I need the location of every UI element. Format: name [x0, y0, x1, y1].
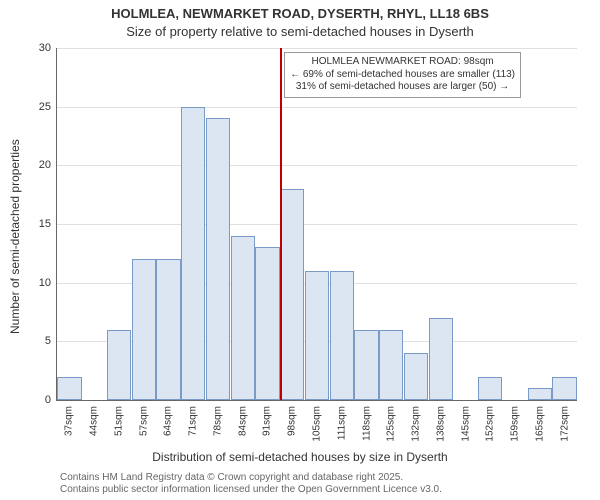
y-tick-label: 10	[39, 277, 51, 289]
bar	[404, 353, 428, 400]
reference-line	[280, 48, 282, 400]
x-tick-label: 98sqm	[287, 406, 298, 436]
annotation-line1: HOLMLEA NEWMARKET ROAD: 98sqm	[290, 56, 515, 69]
x-tick-label: 145sqm	[460, 406, 471, 442]
bar	[255, 247, 279, 400]
footer-line1: Contains HM Land Registry data © Crown c…	[60, 472, 442, 484]
bar	[552, 377, 576, 400]
x-tick-label: 37sqm	[64, 406, 75, 436]
x-axis-label: Distribution of semi-detached houses by …	[0, 450, 600, 464]
x-tick-label: 152sqm	[485, 406, 496, 442]
y-tick-label: 20	[39, 159, 51, 171]
bar	[156, 259, 180, 400]
bar	[330, 271, 354, 400]
x-tick-label: 138sqm	[435, 406, 446, 442]
x-tick-label: 105sqm	[312, 406, 323, 442]
gridline	[57, 107, 577, 108]
bar	[132, 259, 156, 400]
footer-attribution: Contains HM Land Registry data © Crown c…	[60, 472, 442, 496]
y-axis-label: Number of semi-detached properties	[8, 139, 22, 334]
x-tick-label: 84sqm	[237, 406, 248, 436]
gridline	[57, 224, 577, 225]
annotation-line2: ← 69% of semi-detached houses are smalle…	[290, 69, 515, 82]
annotation-line3: 31% of semi-detached houses are larger (…	[290, 81, 515, 94]
y-tick-label: 15	[39, 218, 51, 230]
bar	[206, 118, 230, 400]
bar	[354, 330, 378, 400]
bar	[181, 107, 205, 400]
y-tick-label: 25	[39, 101, 51, 113]
y-tick-label: 5	[45, 335, 51, 347]
bar	[280, 189, 304, 400]
x-tick-label: 172sqm	[559, 406, 570, 442]
bar	[429, 318, 453, 400]
y-tick-label: 30	[39, 42, 51, 54]
bar	[107, 330, 131, 400]
gridline	[57, 165, 577, 166]
y-tick-label: 0	[45, 394, 51, 406]
bar	[305, 271, 329, 400]
x-tick-label: 111sqm	[336, 406, 347, 440]
bar	[379, 330, 403, 400]
x-tick-label: 125sqm	[386, 406, 397, 442]
x-tick-label: 91sqm	[262, 406, 273, 436]
x-tick-label: 165sqm	[534, 406, 545, 442]
x-tick-label: 159sqm	[510, 406, 521, 442]
annotation-box: HOLMLEA NEWMARKET ROAD: 98sqm← 69% of se…	[284, 52, 521, 98]
x-tick-label: 78sqm	[212, 406, 223, 436]
x-tick-label: 64sqm	[163, 406, 174, 436]
x-tick-label: 71sqm	[188, 406, 199, 436]
bar	[528, 388, 552, 400]
bar	[231, 236, 255, 400]
bar	[57, 377, 81, 400]
chart-title-line1: HOLMLEA, NEWMARKET ROAD, DYSERTH, RHYL, …	[0, 6, 600, 21]
x-tick-label: 51sqm	[113, 406, 124, 436]
bar	[478, 377, 502, 400]
footer-line2: Contains public sector information licen…	[60, 484, 442, 496]
x-tick-label: 118sqm	[361, 406, 372, 441]
gridline	[57, 48, 577, 49]
x-tick-label: 44sqm	[89, 406, 100, 436]
plot-area: 05101520253037sqm44sqm51sqm57sqm64sqm71s…	[56, 48, 577, 401]
chart-title-line2: Size of property relative to semi-detach…	[0, 24, 600, 39]
x-tick-label: 132sqm	[411, 406, 422, 442]
x-tick-label: 57sqm	[138, 406, 149, 436]
